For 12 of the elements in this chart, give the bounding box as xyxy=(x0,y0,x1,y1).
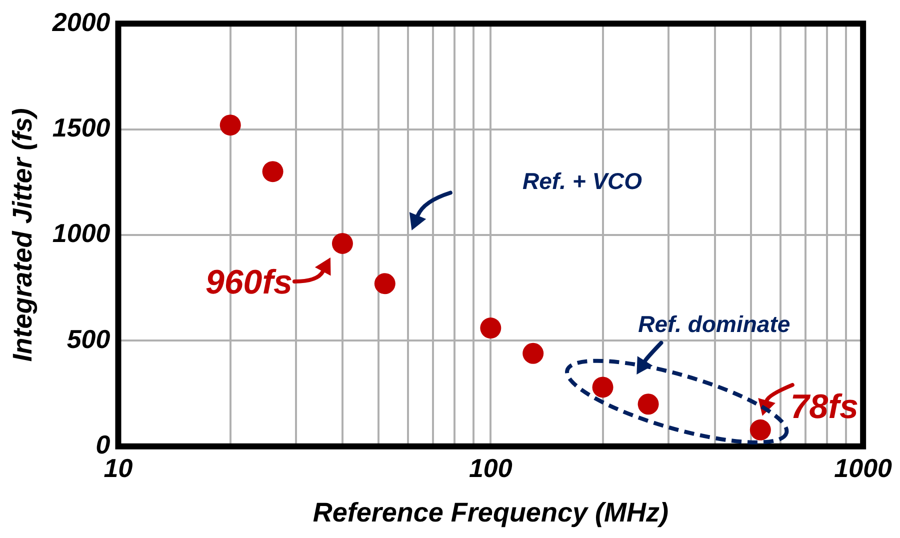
y-tick-label: 1500 xyxy=(52,112,111,142)
y-tick-label: 500 xyxy=(66,324,111,354)
x-tick-label: 100 xyxy=(468,453,513,484)
x-tick-label: 1000 xyxy=(834,453,893,484)
annotation: 960fs xyxy=(205,263,292,302)
y-tick-label: 1000 xyxy=(52,218,111,248)
y-axis-title: Integrated Jitter (fs) xyxy=(8,108,38,362)
annotation: 78fs xyxy=(790,388,858,426)
y-tick-label: 2000 xyxy=(51,6,111,37)
annotation: Ref. dominate xyxy=(638,311,790,338)
annotation: Ref. + VCO xyxy=(522,168,642,194)
x-axis-title: Reference Frequency (MHz) xyxy=(312,497,668,528)
